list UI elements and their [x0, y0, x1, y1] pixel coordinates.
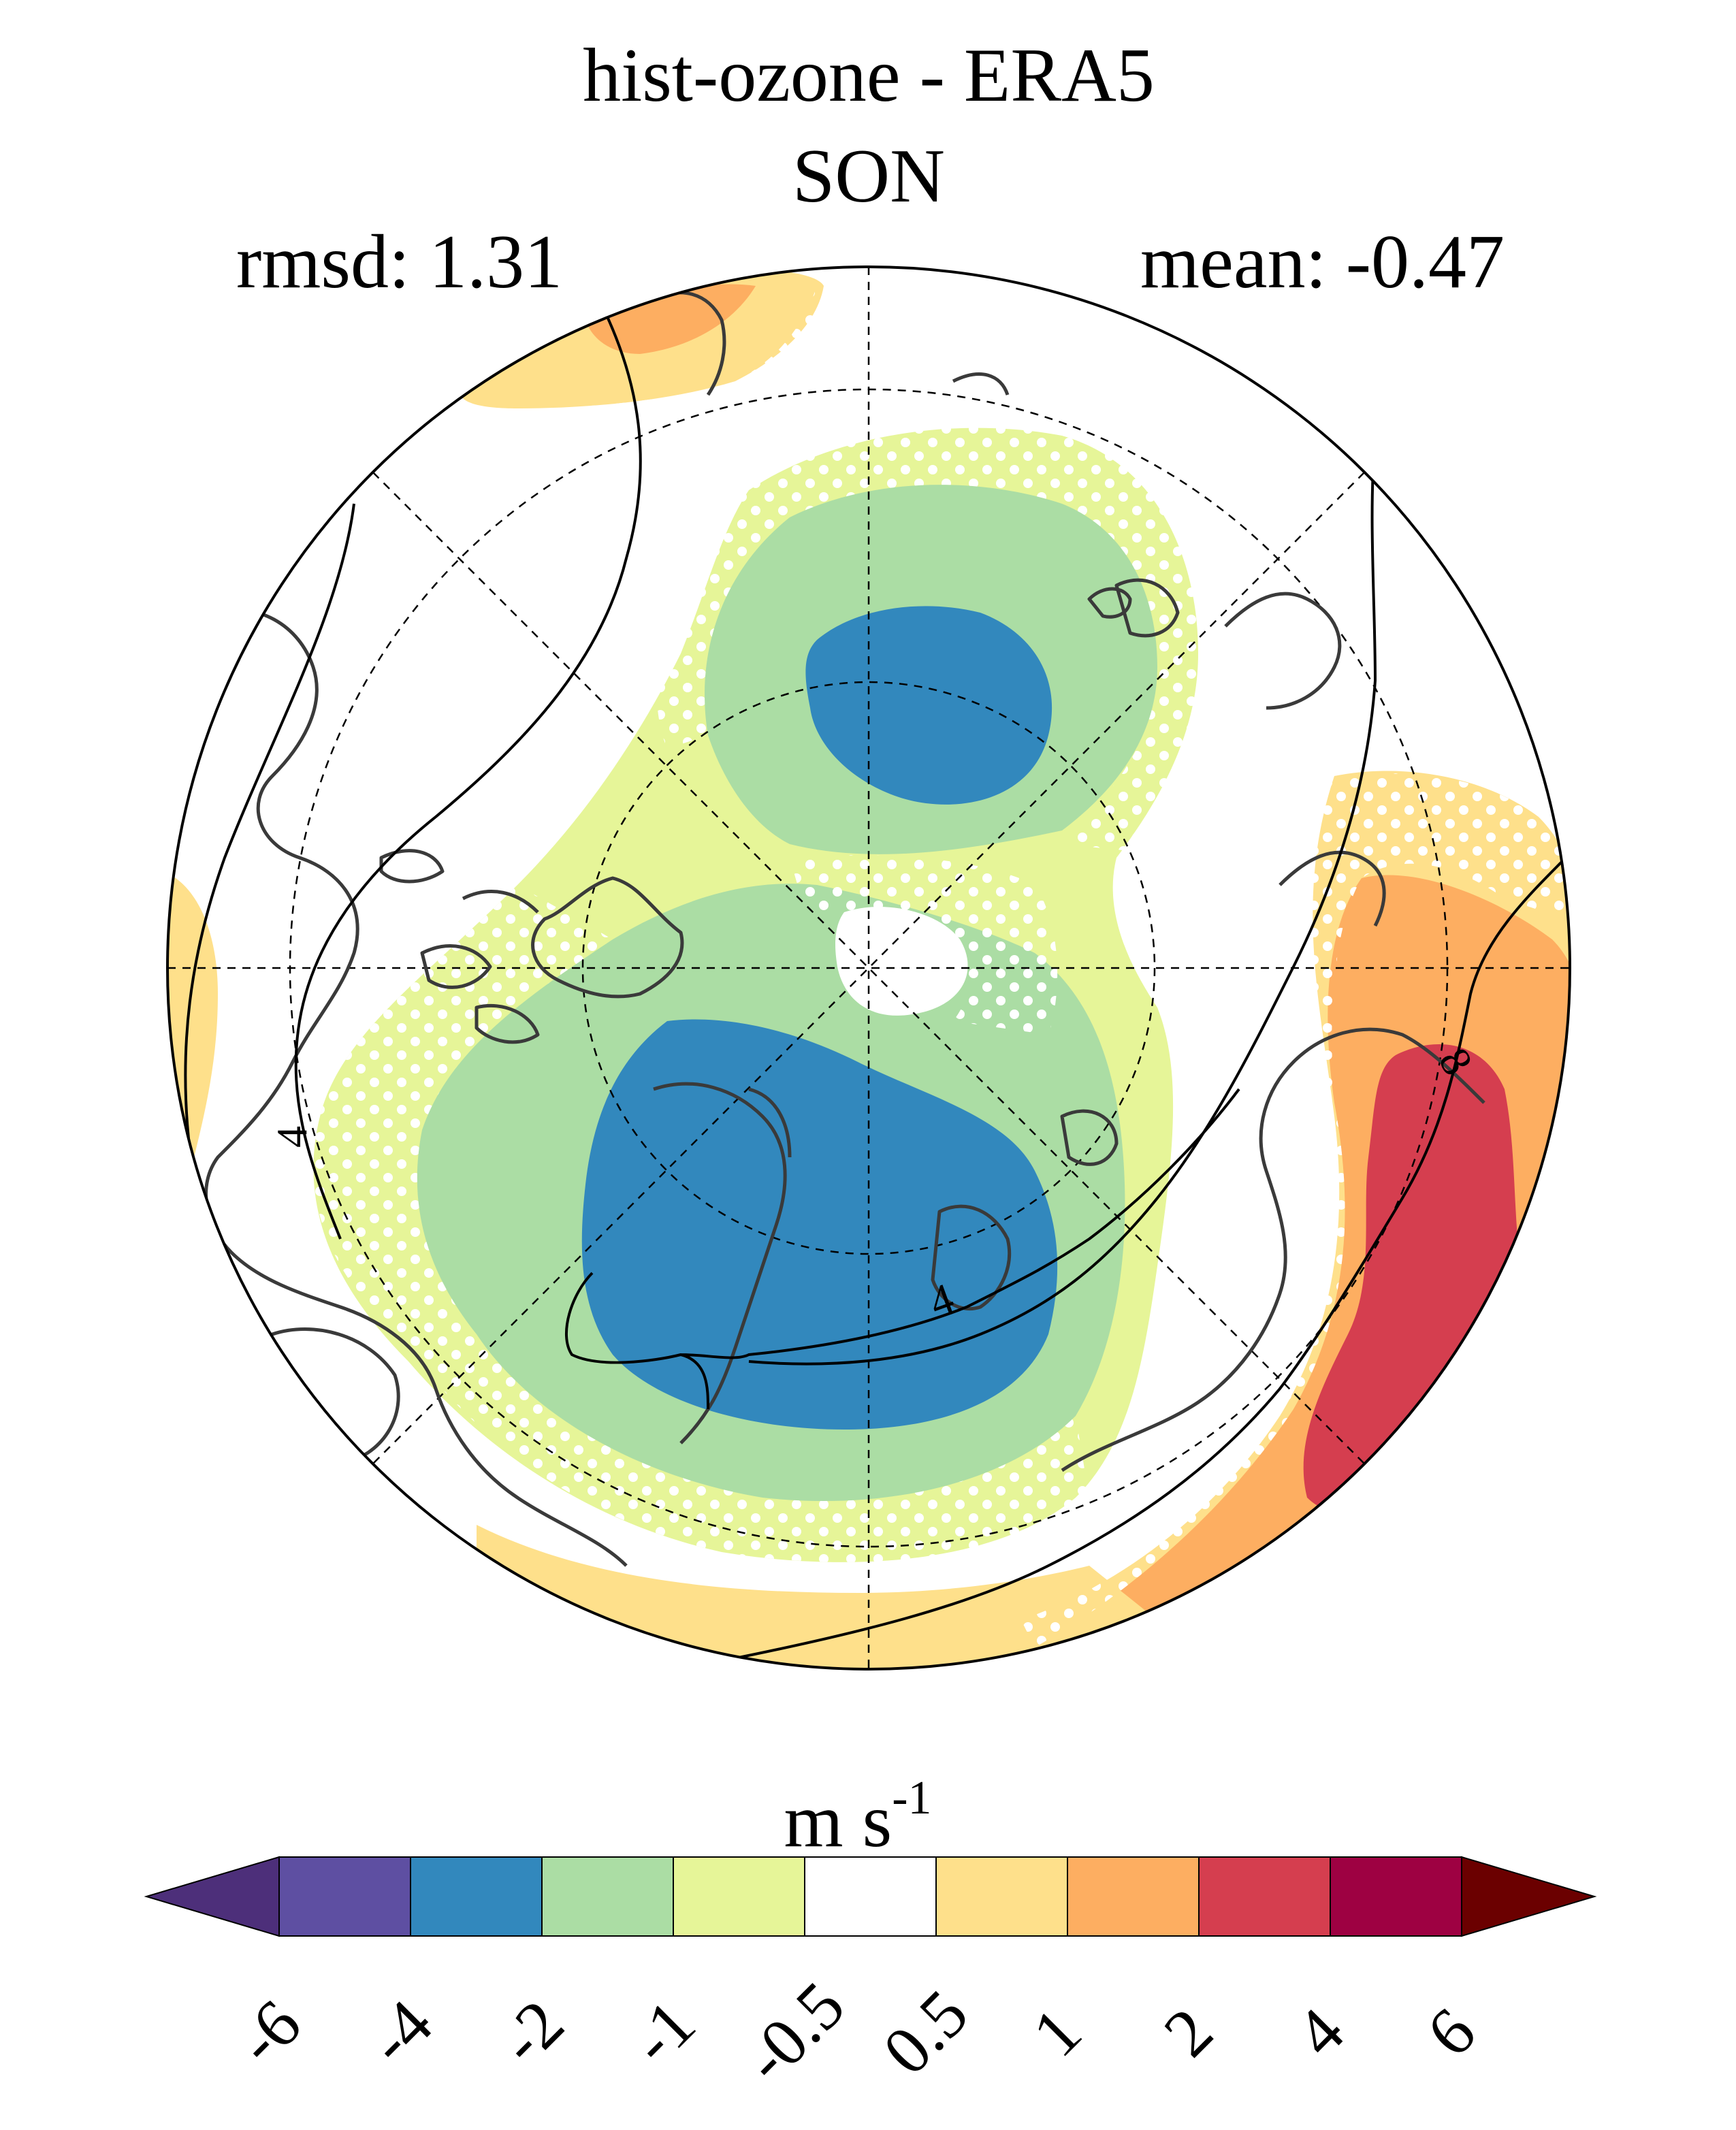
mean-label: mean: -0.47	[1140, 220, 1505, 304]
season-subtitle: SON	[792, 134, 945, 219]
colorbar-unit-label: m s-1	[784, 1772, 931, 1863]
map-boundary	[166, 265, 1571, 1671]
colorbar-tick-label: -6	[222, 1986, 315, 2079]
colorbar-tick-labels: -6 -4 -2 -1 -0.5 0.5 1 2 4 6	[222, 1967, 1490, 2097]
colorbar-over-arrow	[1461, 1856, 1597, 1937]
colorbar-tick-label: -0.5	[729, 1967, 858, 2097]
contour-line-upper	[294, 299, 642, 1240]
contour-line-east	[748, 435, 1377, 1366]
colorbar-cell	[804, 1856, 937, 1937]
colorbar-unit-exponent: -1	[892, 1772, 931, 1824]
polar-stereographic-map: 4 4 8	[166, 265, 1571, 1671]
map-title: hist-ozone - ERA5	[583, 33, 1155, 118]
colorbar-cell	[673, 1856, 805, 1937]
colorbar-cell	[1330, 1856, 1462, 1937]
graticule	[167, 267, 1570, 1669]
rmsd-label: rmsd: 1.31	[236, 220, 562, 304]
contour-label-west: 4	[268, 1126, 316, 1148]
colorbar-under-arrow	[144, 1856, 280, 1937]
colorbar-cell	[1067, 1856, 1200, 1937]
colorbar-cell	[278, 1856, 411, 1937]
colorbar-tick-label: -2	[485, 1986, 578, 2079]
climatology-contours	[184, 299, 1567, 1662]
anomaly-region-blue-lower	[581, 1019, 1058, 1430]
colorbar-cells	[144, 1856, 1597, 1937]
coastline-scandinavia	[1114, 578, 1342, 710]
coastline-alaska	[653, 1082, 792, 1445]
colorbar-tick-label: 2	[1149, 1993, 1227, 2071]
coastline-chukotka	[931, 1109, 1119, 1311]
stipple-region-positive-top	[504, 286, 824, 419]
colorbar-tick-label: -1	[616, 1986, 709, 2079]
coastline-greenland	[531, 876, 684, 999]
coastline-canadian-archipelago	[379, 849, 540, 1044]
colorbar-tick-label: 4	[1281, 1993, 1358, 2071]
stipple-region-negative	[313, 421, 1212, 1562]
colorbar-tick-label: 1	[1018, 1993, 1095, 2071]
coastline-svalbard	[1087, 587, 1132, 619]
coastline-siberia	[1061, 850, 1485, 1472]
colorbar-cell	[541, 1856, 674, 1937]
colorbar-tick-label: 6	[1412, 1993, 1490, 2071]
anomaly-region-orange-top	[585, 284, 756, 354]
colorbar-cell	[1198, 1856, 1331, 1937]
coastline-west-edge	[189, 1278, 247, 1411]
colorbar-tick-label: 0.5	[869, 1975, 982, 2089]
coastline-north-america	[204, 607, 628, 1567]
colorbar-tick-label: -4	[353, 1986, 447, 2079]
contour-line-alaska	[565, 1088, 1240, 1410]
colorbar-unit-base: m s	[784, 1779, 892, 1863]
colorbar-cell	[410, 1856, 543, 1937]
latitude-circle-75	[581, 681, 1156, 1255]
contour-line-far-east	[721, 856, 1567, 1662]
anomaly-region-blue-upper	[805, 606, 1052, 805]
colorbar: m s-1 -6 -4 -2 -1 -0.5 0.5 1 2 4 6	[144, 1772, 1597, 2097]
coastlines	[189, 291, 1485, 1567]
colorbar-cell	[935, 1856, 1068, 1937]
